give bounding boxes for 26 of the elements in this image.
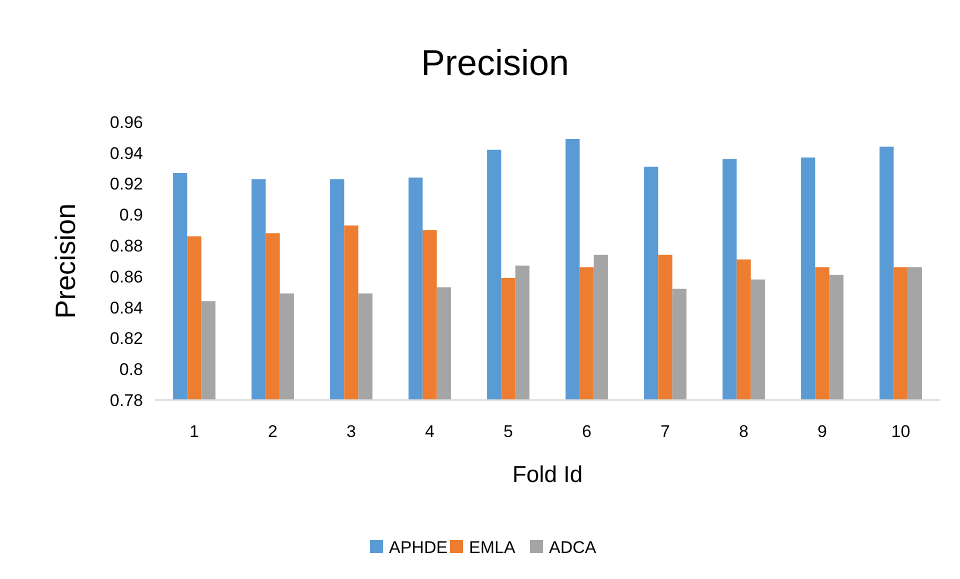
x-tick-label: 8 [739,422,748,441]
y-tick-label: 0.78 [110,390,143,410]
x-tick-label: 10 [891,422,910,441]
x-tick-label: 3 [346,422,356,441]
y-tick-label: 0.94 [110,144,143,163]
y-tick-label: 0.86 [110,267,143,286]
x-tick-label: 5 [504,422,513,441]
y-axis-title: Precision [50,203,81,319]
x-tick-label: 1 [190,422,199,441]
x-tick-label: 2 [268,422,278,441]
y-tick-label: 0.84 [110,298,143,318]
y-tick-label: 0.9 [119,206,143,225]
x-tick-label: 6 [582,422,592,441]
x-tick-label: 7 [660,422,670,441]
x-axis-title: Fold Id [512,461,583,487]
chart-title: Precision [420,42,570,83]
x-tick-label: 9 [818,422,827,441]
y-tick-label: 0.88 [110,236,143,256]
legend-label: ADCA [549,538,597,557]
legend-label: APHDE [389,538,448,557]
y-tick-label: 0.96 [110,112,143,132]
y-tick-label: 0.92 [110,174,143,194]
y-tick-label: 0.8 [119,360,143,380]
x-tick-label: 4 [425,422,434,441]
y-tick-label: 0.82 [110,329,143,348]
legend-label: EMLA [469,538,516,557]
